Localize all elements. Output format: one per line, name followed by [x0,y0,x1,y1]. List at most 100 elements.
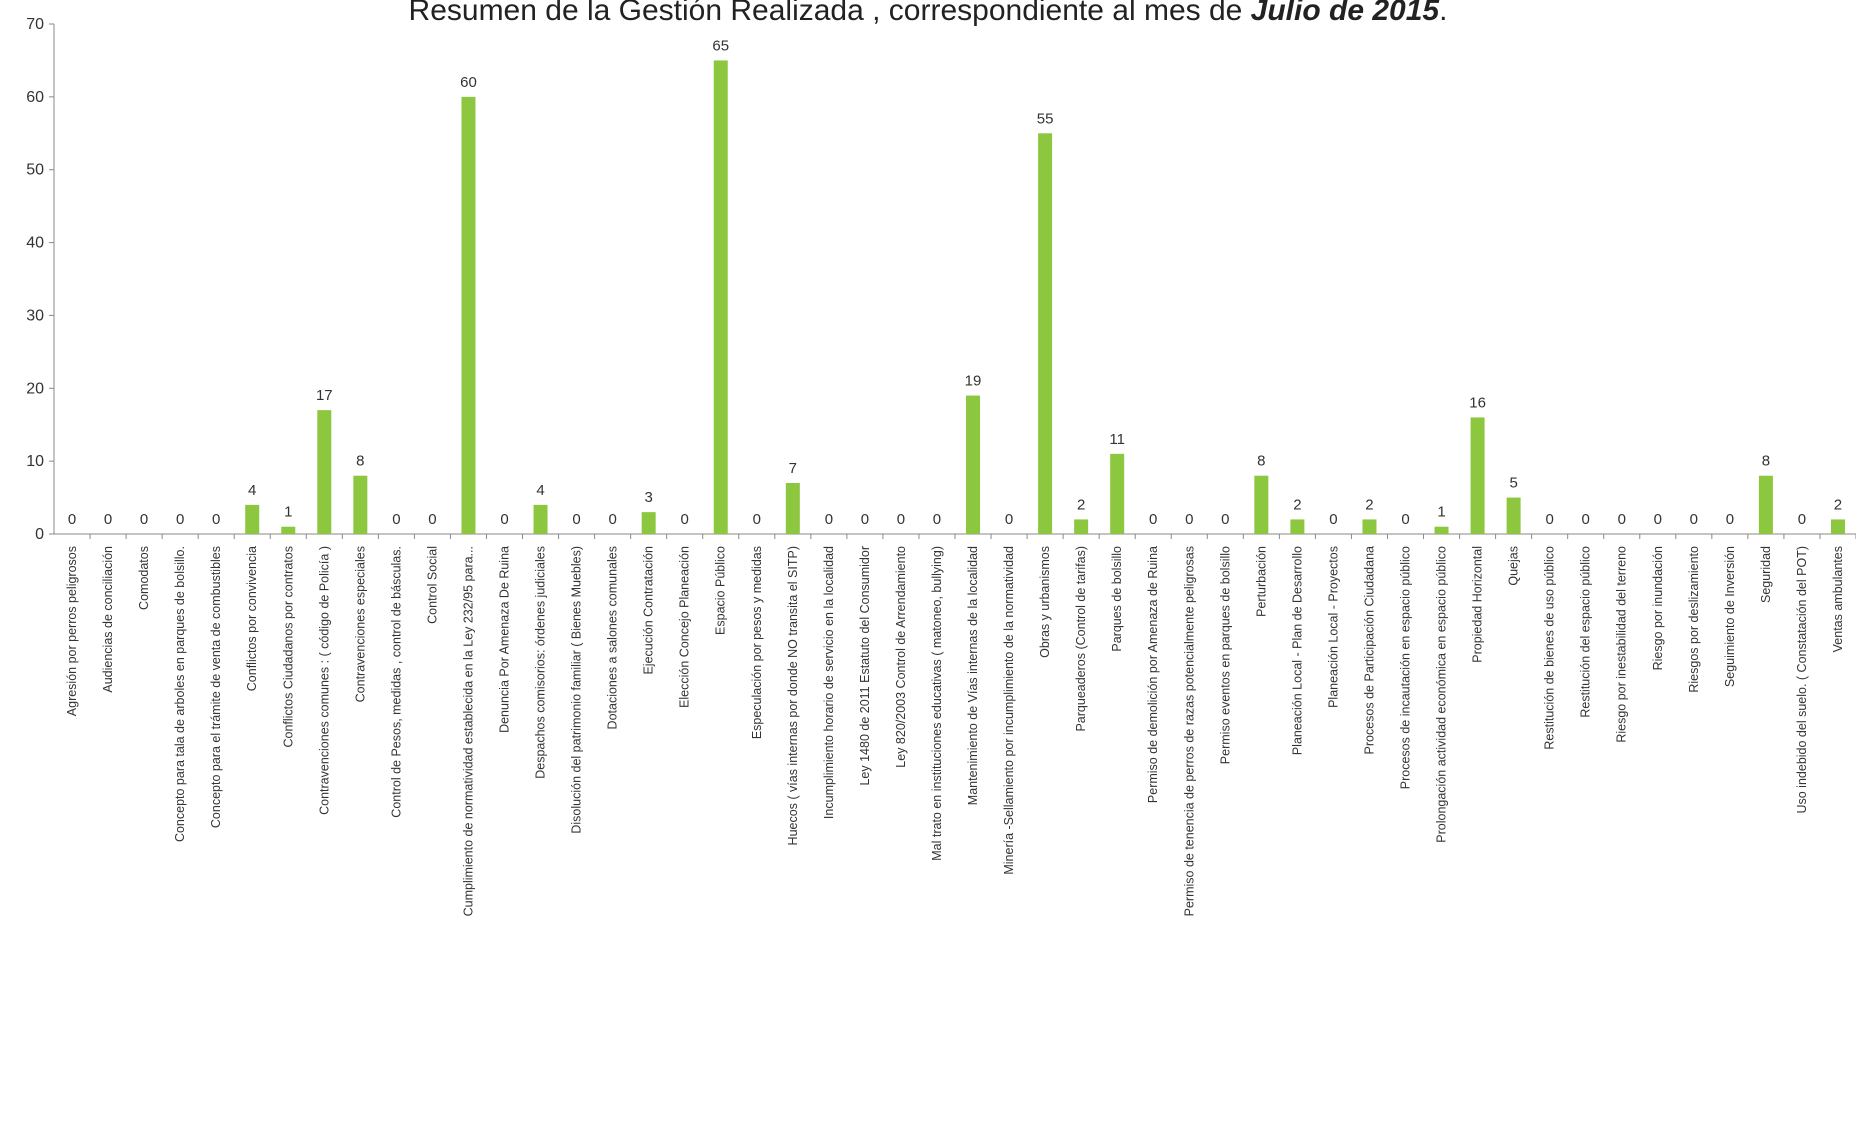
data-label: 0 [104,511,112,528]
data-label: 0 [1690,511,1698,528]
category-label: Riesgos por deslizamiento [1687,546,1701,693]
data-label: 0 [1726,511,1734,528]
data-label: 0 [140,511,148,528]
data-label: 1 [1437,504,1445,521]
bar [1110,453,1125,534]
category-label: Restitución de bienes de uso público [1543,546,1557,750]
category-label: Minería -Sellamiento por incumplimiento … [1002,546,1016,875]
category-label: Riesgo por inundación [1651,546,1665,670]
category-label: Riesgo por inestabilidad del terreno [1615,546,1629,743]
category-label: Perturbación [1254,546,1268,617]
bar [1434,526,1449,534]
category-label: Concepto para el trámite de venta de com… [209,546,223,828]
bar [1254,475,1269,534]
data-label: 0 [1545,511,1553,528]
category-label: Conflictos Ciudadanos por contratos [281,546,295,748]
data-label: 0 [392,511,400,528]
category-label: Contravenciones comunes : ( código de Po… [317,546,331,815]
y-tick-label: 20 [26,380,44,397]
bar [785,483,800,534]
category-label: Seguimiento de Inversión [1723,546,1737,687]
category-label: Huecos ( vías internas por donde NO tran… [786,546,800,845]
y-tick-label: 40 [26,235,44,252]
data-label: 19 [965,373,982,390]
data-label: 0 [753,511,761,528]
data-label: 16 [1469,394,1486,411]
data-label: 0 [428,511,436,528]
category-label: Dotaciones a salones comunales [606,546,620,729]
data-label: 0 [861,511,869,528]
data-label: 0 [1618,511,1626,528]
category-label: Concepto para tala de arboles en parques… [173,546,187,842]
data-label: 0 [212,511,220,528]
bars [89,60,1856,539]
category-label: Contravenciones especiales [353,546,367,702]
data-label: 0 [1005,511,1013,528]
data-label: 8 [1257,453,1265,470]
category-label: Comodatos [137,546,151,610]
data-label: 0 [825,511,833,528]
category-label: Procesos de Participación Ciudadana [1362,546,1376,755]
bar [641,512,656,534]
data-label: 60 [460,74,477,91]
bar [533,504,548,534]
data-label: 8 [1762,453,1770,470]
category-label: Uso indebido del suelo. ( Constatación d… [1795,546,1809,814]
data-label: 0 [572,511,580,528]
data-label: 0 [68,511,76,528]
data-label: 0 [1654,511,1662,528]
category-label: Audiencias de conciliación [101,546,115,693]
data-label: 2 [1365,496,1373,513]
category-label: Propiedad Horizontal [1471,546,1485,663]
data-labels: 0 0 0 0 0 4 1 17 8 0 0 60 0 4 0 0 3 0 65 0 7 0 0 0 0 19 0 55 2 11 0 0 0 8… [68,37,1842,528]
y-tick-label: 50 [26,162,44,179]
category-label: Denuncia Por Amenaza De Ruina [498,546,512,733]
data-label: 3 [644,489,652,506]
category-label: Conflictos por convivencia [245,546,259,691]
bar [317,410,332,534]
category-label: Ejecución Contratación [642,546,656,675]
data-label: 0 [1798,511,1806,528]
data-label: 4 [248,482,256,499]
category-label: Elección Concejo Planeación [678,546,692,708]
category-label: Ley 1480 de 2011 Estatuto del Consumidor [858,546,872,786]
bar [1362,519,1377,534]
category-label: Planeación Local - Plan de Desarrollo [1290,546,1304,755]
y-tick-label: 10 [26,453,44,470]
data-label: 0 [500,511,508,528]
data-label: 0 [897,511,905,528]
category-label: Espacio Público [714,546,728,635]
data-label: 0 [1329,511,1337,528]
category-label: Agresión por perros peligrosos [65,546,79,716]
data-label: 17 [316,387,333,404]
data-label: 0 [1582,511,1590,528]
category-label: Cumplimiento de normatividad establecida… [461,546,475,916]
y-tick-label: 0 [35,526,44,543]
category-label: Control de Pesos, medidas , control de b… [389,546,403,818]
category-label: Procesos de incautación en espacio públi… [1399,546,1413,789]
data-label: 65 [712,37,729,54]
bar [713,60,728,535]
data-label: 0 [933,511,941,528]
chart-title-emphasis: Julio de 2015 [1250,0,1440,27]
category-labels: Agresión por perros peligrosos Audiencias… [65,546,1845,916]
category-label: Permiso de demolición por Amenaza de Rui… [1146,546,1160,803]
category-label: Parques de bolsillo [1110,546,1124,652]
data-label: 0 [176,511,184,528]
category-label: Parqueaderos (Control de tarifas) [1074,546,1088,732]
category-label: Permiso eventos en parques de bolsillo [1218,546,1232,764]
category-label: Restitución del espacio público [1579,546,1593,718]
bar [966,395,981,534]
bar [461,96,476,534]
category-label: Especulación por pesos y medidas [750,546,764,739]
bar [1506,497,1521,534]
bar [281,526,296,534]
bar [1038,133,1053,535]
chart-title-prefix: Resumen de la Gestión Realizada , corres… [408,0,1251,27]
category-label: Ley 820/2003 Control de Arrendamiento [894,546,908,768]
data-label: 2 [1293,496,1301,513]
bar [1290,519,1305,534]
category-label: Control Social [425,546,439,624]
